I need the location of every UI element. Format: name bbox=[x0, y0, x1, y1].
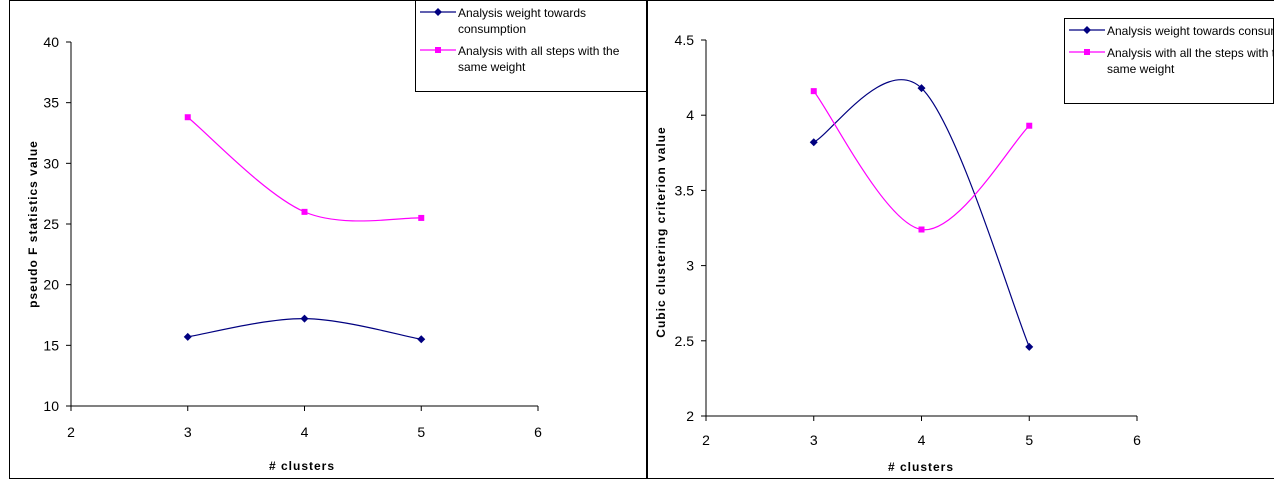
y-axis-title: Cubic clustering criterion value bbox=[654, 126, 668, 337]
y-tick-label: 2 bbox=[686, 408, 694, 424]
data-point-diamond bbox=[300, 314, 309, 323]
y-tick-label: 35 bbox=[43, 95, 59, 111]
y-tick-label: 20 bbox=[43, 277, 59, 293]
y-tick-label: 30 bbox=[43, 155, 59, 171]
x-tick-label: 4 bbox=[918, 432, 926, 448]
legend-label: Analysis with all the steps with the sam… bbox=[1107, 46, 1274, 76]
x-axis-title: # clusters bbox=[269, 459, 335, 473]
data-point-square bbox=[184, 114, 191, 121]
data-point-diamond bbox=[183, 332, 192, 341]
y-tick-label: 3.5 bbox=[675, 182, 695, 198]
legend-key-diamond bbox=[1069, 26, 1105, 34]
y-axis-title: pseudo F statistics value bbox=[26, 140, 40, 308]
y-tick-label: 3 bbox=[686, 258, 694, 274]
data-point-diamond bbox=[809, 138, 818, 147]
data-point-diamond bbox=[417, 335, 426, 344]
data-point-square bbox=[418, 214, 425, 221]
x-tick-label: 4 bbox=[301, 424, 309, 440]
y-tick-label: 40 bbox=[43, 34, 59, 50]
legend-item-series-2: Analysis with all steps with the same we… bbox=[416, 43, 646, 75]
legend-label: Analysis with all steps with the same we… bbox=[458, 44, 620, 74]
x-tick-label: 2 bbox=[67, 424, 75, 440]
legend-item-series-2: Analysis with all the steps with the sam… bbox=[1065, 45, 1274, 77]
x-tick-label: 2 bbox=[702, 432, 710, 448]
x-tick-label: 6 bbox=[1133, 432, 1141, 448]
data-point-square bbox=[810, 88, 817, 95]
legend-ccc: Analysis weight towards consumption Anal… bbox=[1064, 18, 1274, 104]
x-tick-label: 5 bbox=[1025, 432, 1033, 448]
legend-key-square bbox=[1069, 49, 1105, 55]
y-tick-label: 25 bbox=[43, 216, 59, 232]
legend-key-diamond bbox=[420, 8, 456, 16]
x-tick-label: 3 bbox=[184, 424, 192, 440]
x-axis-title: # clusters bbox=[888, 460, 954, 474]
data-point-square bbox=[301, 208, 308, 215]
x-tick-label: 3 bbox=[810, 432, 818, 448]
legend-item-series-1: Analysis weight towards consumption bbox=[1065, 23, 1273, 39]
legend-label: Analysis weight towards consumption bbox=[1107, 24, 1273, 38]
y-tick-label: 2.5 bbox=[675, 333, 695, 349]
x-tick-label: 6 bbox=[534, 424, 542, 440]
legend-key-square bbox=[420, 47, 456, 53]
data-point-diamond bbox=[917, 84, 926, 93]
series-line-1 bbox=[813, 79, 1030, 348]
y-tick-label: 10 bbox=[43, 398, 59, 414]
legend-item-series-1: Analysis weight towards consumption bbox=[416, 5, 646, 37]
data-point-diamond bbox=[1025, 342, 1034, 351]
data-point-square bbox=[1026, 122, 1033, 129]
y-tick-label: 4 bbox=[686, 107, 694, 123]
data-point-square bbox=[918, 226, 925, 233]
x-tick-label: 5 bbox=[417, 424, 425, 440]
y-tick-label: 15 bbox=[43, 337, 59, 353]
legend-label: Analysis weight towards consumption bbox=[458, 6, 587, 36]
legend-pseudo-f: Analysis weight towards consumption Anal… bbox=[415, 0, 647, 92]
y-tick-label: 4.5 bbox=[675, 32, 695, 48]
